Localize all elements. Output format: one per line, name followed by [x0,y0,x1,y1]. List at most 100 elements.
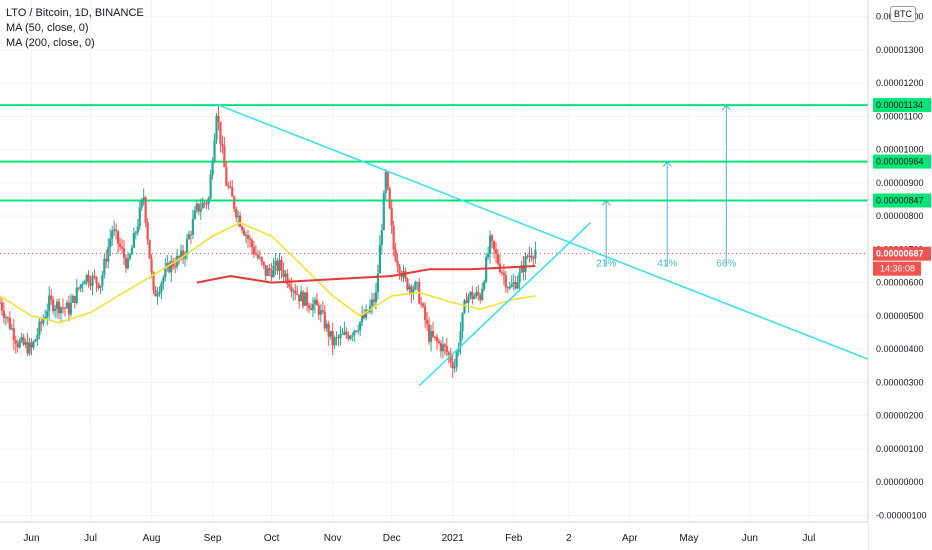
candle-body [262,261,265,266]
candle-body [93,275,96,277]
candle-body [52,299,55,312]
time-tick-label: Jun [742,533,758,544]
candle-body [32,341,35,348]
candle-body [61,307,65,309]
candle-body [264,265,267,276]
candle-body [532,258,535,260]
candle-body [508,286,511,289]
candle-body [193,210,196,219]
candle-body [4,317,8,319]
candle-body [252,246,256,254]
candle-body [221,143,224,147]
price-tick-label: 0.00001100 [876,111,923,121]
candle-body [463,300,466,313]
candle-body [449,354,452,363]
candle-body [488,235,492,254]
candle-body [152,272,155,290]
candle-body [396,260,399,266]
candle-body [97,283,100,289]
candle-body [201,202,204,209]
candle-body [168,263,171,273]
candle-body [256,254,259,258]
candle-body [378,244,381,274]
ma200-legend[interactable]: MA (200, close, 0) [6,37,95,49]
currency-badge[interactable]: BTC [890,6,916,22]
countdown-badge [873,261,921,276]
candle-body [217,115,220,122]
moving-average-lines [0,221,536,324]
candle-body [36,334,39,340]
candle-body [372,299,376,303]
candle-body [429,331,433,342]
last-price-text: 0.00000687 [876,249,924,259]
candle-body [422,303,425,307]
candle-body [244,235,248,237]
candle-body [500,271,504,273]
candle-body [514,282,517,289]
candle-body [240,226,244,231]
level-price-badge [873,154,931,169]
candle-body [215,115,218,140]
candle-body [439,343,442,352]
candle-body [392,225,395,250]
candle-body [227,185,230,187]
candle-body [225,167,228,186]
candle-body [325,323,328,329]
ma50-legend[interactable]: MA (50, close, 0) [6,22,89,34]
target-arrow-head [601,199,611,206]
candle-body [353,330,356,336]
time-tick-label: Feb [505,533,523,544]
candle-body [48,295,51,312]
candle-body [343,331,346,335]
candle-body [24,342,27,345]
candle-body [370,299,374,306]
candle-body [26,342,29,354]
candle-body [156,294,159,297]
price-tick-label: 0.00001300 [876,45,924,55]
candle-body [359,321,362,331]
candle-body [357,330,360,332]
candle-body [258,257,261,259]
candle-body [130,248,133,255]
symbol-title[interactable]: LTO / Bitcoin, 1D, BINANCE [6,7,144,19]
candle-body [211,162,214,175]
candle-body [55,301,59,309]
candle-body [333,337,336,346]
candle-body [492,241,496,250]
candle-body [315,299,318,306]
time-tick-label: Jul [84,533,97,544]
candle-body [355,330,358,332]
time-axis[interactable]: Jun Jul Aug Sep Oct Nov Dec 2021 Feb 2 Apr May Jun Ju… [0,521,868,550]
candlestick-series [0,106,537,378]
last-price-badge [873,246,931,261]
candle-body [181,250,185,259]
candle-body [2,310,6,318]
candle-body [441,344,444,352]
candle-body [91,275,94,286]
candle-body [447,352,450,355]
candle-body [209,174,212,199]
candle-body [329,330,332,337]
candle-body [113,229,116,231]
candle-body [254,253,257,255]
candle-body [473,296,476,300]
candle-body [298,294,301,302]
candle-body [443,344,446,347]
candle-body [154,289,157,297]
candle-body [116,231,120,245]
candle-body [219,121,222,144]
candle-body [99,285,102,289]
candle-body [174,266,177,268]
candle-body [274,260,277,266]
candle-body [6,317,9,319]
chart-legend: LTO / Bitcoin, 1D, BINANCE MA (50, close… [6,6,144,51]
candle-body [146,222,149,240]
candle-body [288,284,291,288]
candle-body [235,208,238,218]
target-label: 41% [657,259,677,270]
candle-body [105,258,108,262]
candle-body [400,273,403,278]
candle-body [138,207,141,227]
candle-body [506,287,509,289]
